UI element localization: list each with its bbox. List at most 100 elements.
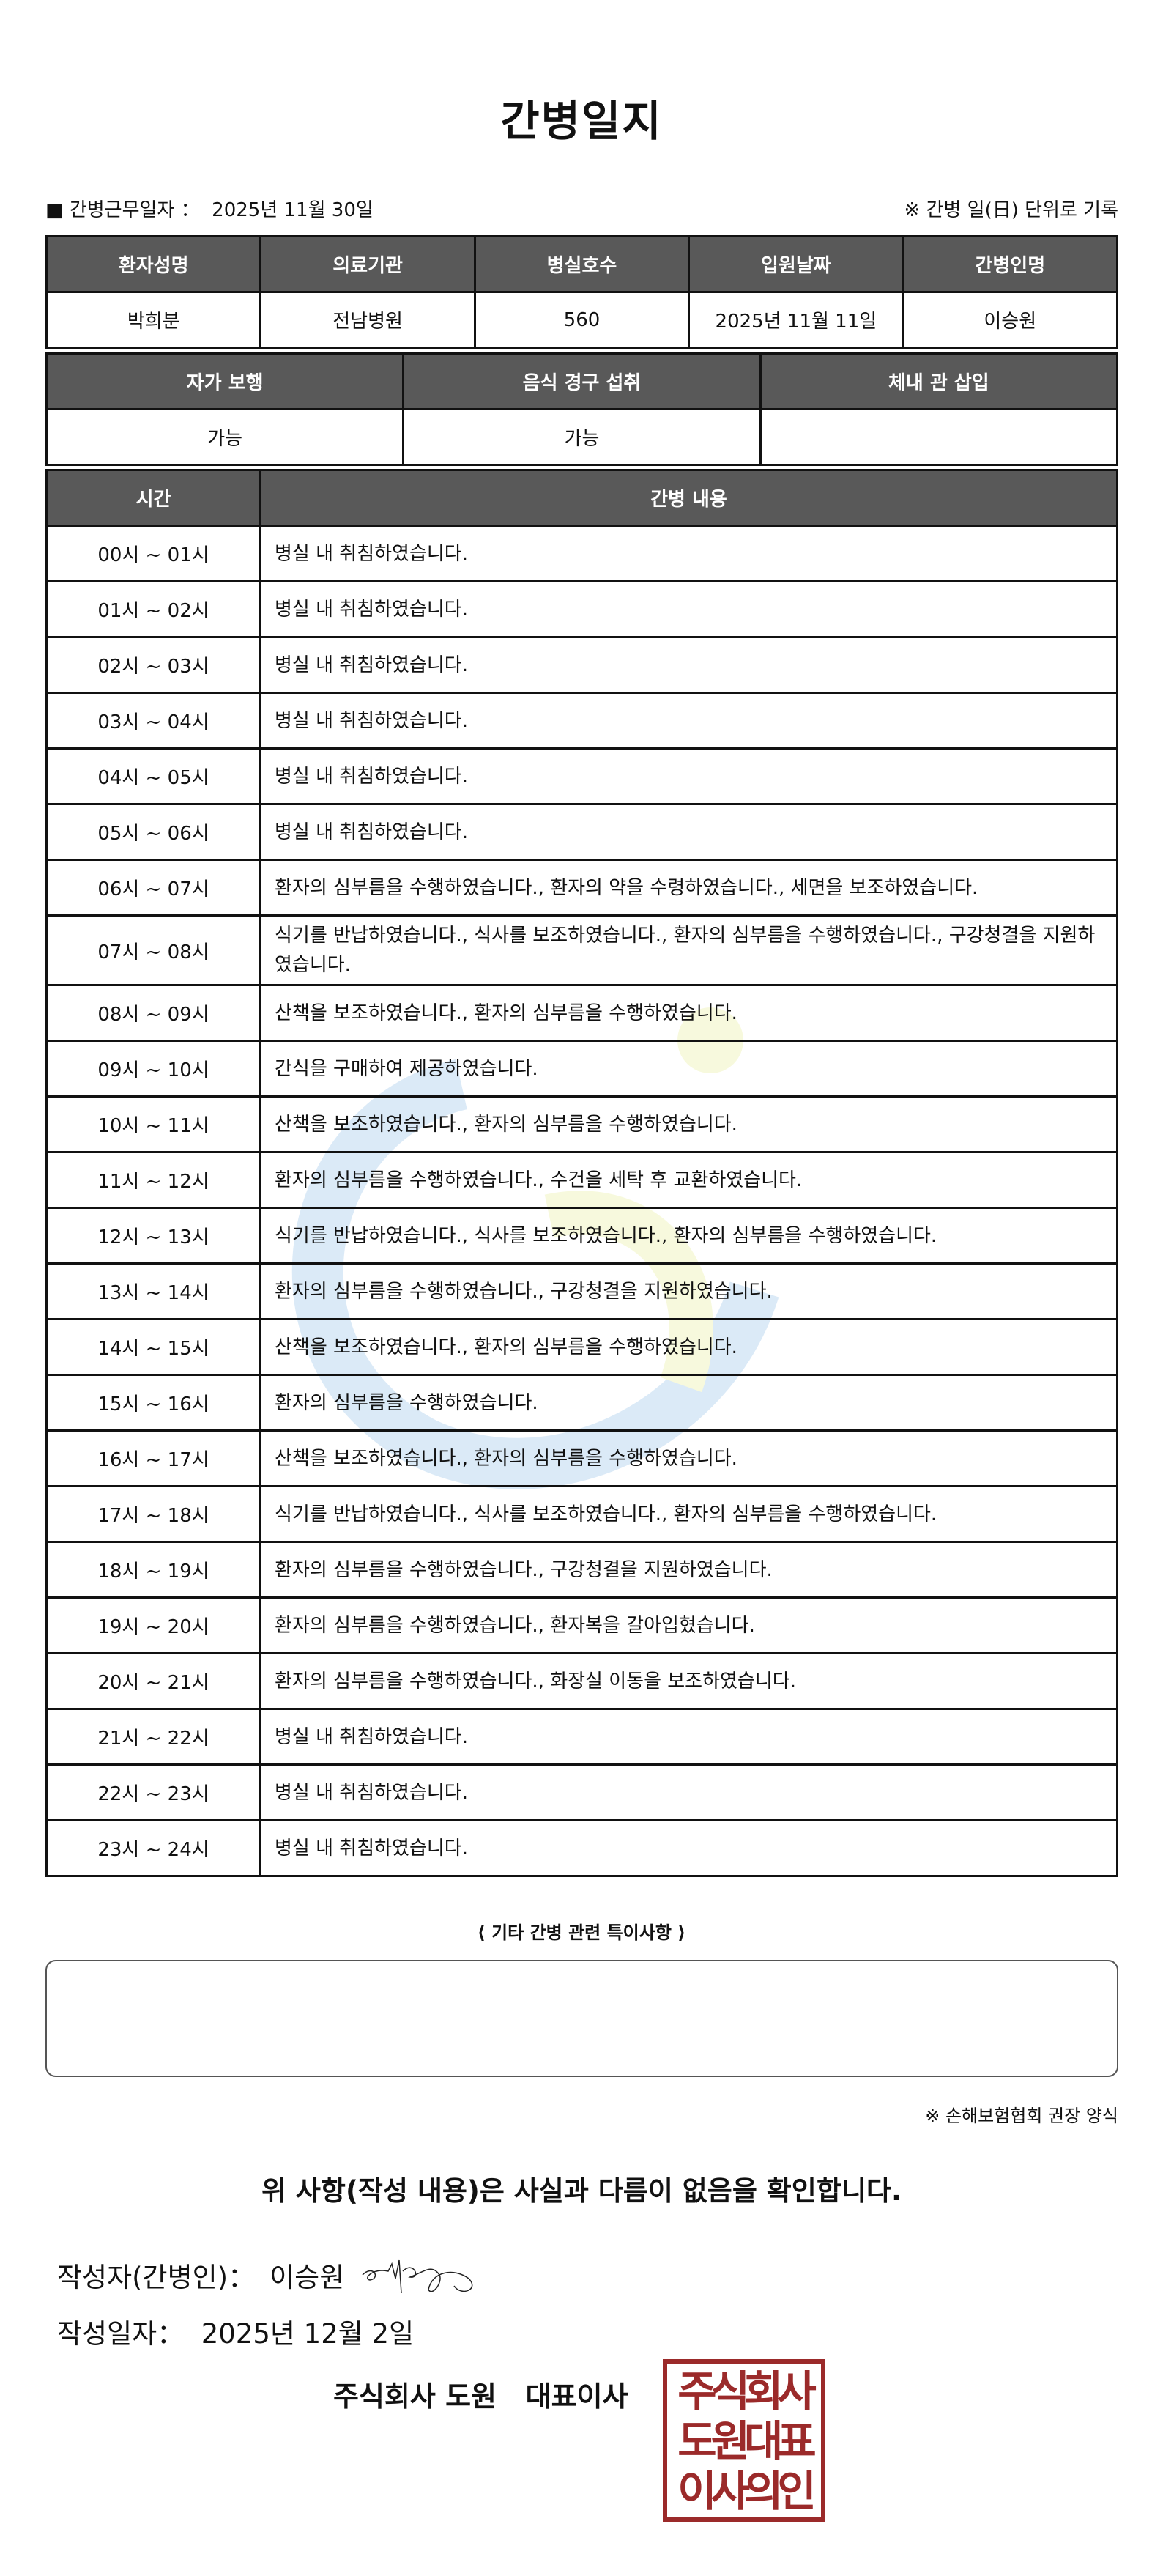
work-date-value: 2025년 11월 30일 — [212, 199, 374, 221]
header-oral-intake: 음식 경구 섭취 — [402, 352, 762, 410]
walking-value: 가능 — [45, 408, 405, 466]
log-time: 12시 ~ 13시 — [45, 1207, 261, 1265]
log-time: 19시 ~ 20시 — [45, 1596, 261, 1654]
log-time: 13시 ~ 14시 — [45, 1262, 261, 1320]
log-row: 23시 ~ 24시 병실 내 취침하였습니다. — [45, 1819, 1118, 1877]
log-content: 환자의 심부름을 수행하였습니다., 화장실 이동을 보조하였습니다. — [259, 1652, 1118, 1710]
log-time: 09시 ~ 10시 — [45, 1040, 261, 1098]
log-content: 식기를 반납하였습니다., 식사를 보조하였습니다., 환자의 심부름을 수행하… — [259, 1485, 1118, 1543]
log-content: 병실 내 취침하였습니다. — [259, 1763, 1118, 1821]
log-time: 16시 ~ 17시 — [45, 1429, 261, 1487]
work-date: ■ 간병근무일자 ： 2025년 11월 30일 — [45, 195, 374, 222]
log-time: 04시 ~ 05시 — [45, 747, 261, 805]
log-content: 병실 내 취침하였습니다. — [259, 1708, 1118, 1766]
log-time: 07시 ~ 08시 — [45, 914, 261, 986]
log-content: 병실 내 취침하였습니다. — [259, 1819, 1118, 1877]
signature-image — [362, 2259, 473, 2294]
log-time: 08시 ~ 09시 — [45, 984, 261, 1042]
written-date-value: 2025년 12월 2일 — [201, 2318, 415, 2350]
header-patient-name: 환자성명 — [45, 235, 262, 293]
log-row: 14시 ~ 15시 산책을 보조하였습니다., 환자의 심부름을 수행하였습니다. — [45, 1318, 1118, 1376]
status-table: 자가 보행 음식 경구 섭취 체내 관 삽입 가능 가능 — [45, 352, 1119, 466]
log-row: 06시 ~ 07시 환자의 심부름을 수행하였습니다., 환자의 약을 수령하였습… — [45, 859, 1118, 917]
log-row: 09시 ~ 10시 간식을 구매하여 제공하였습니다. — [45, 1040, 1118, 1098]
log-content: 병실 내 취침하였습니다. — [259, 636, 1118, 694]
log-row: 08시 ~ 09시 산책을 보조하였습니다., 환자의 심부름을 수행하였습니다. — [45, 984, 1118, 1042]
log-content: 환자의 심부름을 수행하였습니다. — [259, 1374, 1118, 1432]
log-row: 02시 ~ 03시 병실 내 취침하였습니다. — [45, 636, 1118, 694]
log-content: 산책을 보조하였습니다., 환자의 심부름을 수행하였습니다. — [259, 1318, 1118, 1376]
log-row: 01시 ~ 02시 병실 내 취침하였습니다. — [45, 580, 1118, 638]
log-row: 13시 ~ 14시 환자의 심부름을 수행하였습니다., 구강청결을 지원하였습니… — [45, 1262, 1118, 1320]
info-line: ■ 간병근무일자 ： 2025년 11월 30일 ※ 간병 일(日) 단위로 기… — [45, 195, 1118, 222]
log-time: 14시 ~ 15시 — [45, 1318, 261, 1376]
company-representative: 주식회사 도원 대표이사 — [333, 2380, 628, 2413]
author-name: 이승원 — [270, 2262, 345, 2293]
log-time: 15시 ~ 16시 — [45, 1374, 261, 1432]
page-title: 간병일지 — [500, 96, 663, 146]
log-time: 11시 ~ 12시 — [45, 1151, 261, 1209]
log-row: 16시 ~ 17시 산책을 보조하였습니다., 환자의 심부름을 수행하였습니다. — [45, 1429, 1118, 1487]
log-content: 간식을 구매하여 제공하였습니다. — [259, 1040, 1118, 1098]
room-number: 560 — [473, 291, 691, 349]
header-content: 간병 내용 — [259, 469, 1118, 527]
log-row: 18시 ~ 19시 환자의 심부름을 수행하였습니다., 구강청결을 지원하였습니… — [45, 1541, 1118, 1599]
log-row: 21시 ~ 22시 병실 내 취침하였습니다. — [45, 1708, 1118, 1766]
log-content: 병실 내 취침하였습니다. — [259, 525, 1118, 582]
header-tube: 체내 관 삽입 — [759, 352, 1119, 410]
written-date: 작성일자： 2025년 12월 2일 — [57, 2312, 414, 2351]
written-date-label: 작성일자： — [57, 2318, 185, 2350]
log-row: 05시 ~ 06시 병실 내 취침하였습니다. — [45, 803, 1118, 861]
log-row: 20시 ~ 21시 환자의 심부름을 수행하였습니다., 화장실 이동을 보조하였… — [45, 1652, 1118, 1710]
tube-value — [759, 408, 1119, 466]
header-room: 병실호수 — [473, 235, 691, 293]
log-content: 병실 내 취침하였습니다. — [259, 580, 1118, 638]
log-time: 23시 ~ 24시 — [45, 1819, 261, 1877]
log-content: 환자의 심부름을 수행하였습니다., 구강청결을 지원하였습니다. — [259, 1541, 1118, 1599]
log-content: 환자의 심부름을 수행하였습니다., 환자의 약을 수령하였습니다., 세면을 … — [259, 859, 1118, 917]
header-caregiver: 간병인명 — [902, 235, 1119, 293]
patient-name: 박희분 — [45, 291, 262, 349]
company-seal: 주식회사 도원대표 이사의인 — [663, 2359, 825, 2522]
header-hospital: 의료기관 — [259, 235, 476, 293]
work-date-label: ■ 간병근무일자 ： — [45, 199, 200, 221]
log-time: 02시 ~ 03시 — [45, 636, 261, 694]
admission-date: 2025년 11월 11일 — [688, 291, 904, 349]
log-content: 산책을 보조하였습니다., 환자의 심부름을 수행하였습니다. — [259, 984, 1118, 1042]
log-row: 19시 ~ 20시 환자의 심부름을 수행하였습니다., 환자복을 갈아입혔습니다… — [45, 1596, 1118, 1654]
care-log-table: 시간 간병 내용 00시 ~ 01시 병실 내 취침하였습니다. 01시 ~ 02시… — [45, 469, 1118, 1877]
header-time: 시간 — [45, 469, 261, 527]
author-label: 작성자(간병인)： — [57, 2262, 256, 2293]
log-content: 식기를 반납하였습니다., 식사를 보조하였습니다., 환자의 심부름을 수행하… — [259, 1207, 1118, 1265]
header-admission-date: 입원날짜 — [688, 235, 904, 293]
log-content: 산책을 보조하였습니다., 환자의 심부름을 수행하였습니다. — [259, 1095, 1118, 1153]
hospital: 전남병원 — [259, 291, 476, 349]
header-walking: 자가 보행 — [45, 352, 405, 410]
log-content: 병실 내 취침하였습니다. — [259, 747, 1118, 805]
log-time: 17시 ~ 18시 — [45, 1485, 261, 1543]
log-row: 22시 ~ 23시 병실 내 취침하였습니다. — [45, 1763, 1118, 1821]
remarks-label: ⟨ 기타 간병 관련 특이사항 ⟩ — [477, 1922, 686, 1943]
log-content: 병실 내 취침하였습니다. — [259, 803, 1118, 861]
oral-intake-value: 가능 — [402, 408, 762, 466]
log-time: 00시 ~ 01시 — [45, 525, 261, 582]
log-time: 20시 ~ 21시 — [45, 1652, 261, 1710]
footnote: ※ 손해보험협회 권장 양식 — [925, 2106, 1118, 2126]
log-row: 00시 ~ 01시 병실 내 취침하였습니다. — [45, 525, 1118, 582]
log-content: 식기를 반납하였습니다., 식사를 보조하였습니다., 환자의 심부름을 수행하… — [259, 914, 1118, 986]
log-content: 환자의 심부름을 수행하였습니다., 수건을 세탁 후 교환하였습니다. — [259, 1151, 1118, 1209]
log-row: 04시 ~ 05시 병실 내 취침하였습니다. — [45, 747, 1118, 805]
log-content: 병실 내 취침하였습니다. — [259, 692, 1118, 750]
log-time: 22시 ~ 23시 — [45, 1763, 261, 1821]
log-row: 15시 ~ 16시 환자의 심부름을 수행하였습니다. — [45, 1374, 1118, 1432]
caregiver-name: 이승원 — [902, 291, 1119, 349]
log-content: 환자의 심부름을 수행하였습니다., 환자복을 갈아입혔습니다. — [259, 1596, 1118, 1654]
log-time: 03시 ~ 04시 — [45, 692, 261, 750]
log-content: 산책을 보조하였습니다., 환자의 심부름을 수행하였습니다. — [259, 1429, 1118, 1487]
log-row: 10시 ~ 11시 산책을 보조하였습니다., 환자의 심부름을 수행하였습니다. — [45, 1095, 1118, 1153]
log-time: 05시 ~ 06시 — [45, 803, 261, 861]
record-unit-note: ※ 간병 일(日) 단위로 기록 — [904, 199, 1119, 221]
remarks-box[interactable] — [45, 1960, 1118, 2077]
log-time: 21시 ~ 22시 — [45, 1708, 261, 1766]
log-content: 환자의 심부름을 수행하였습니다., 구강청결을 지원하였습니다. — [259, 1262, 1118, 1320]
